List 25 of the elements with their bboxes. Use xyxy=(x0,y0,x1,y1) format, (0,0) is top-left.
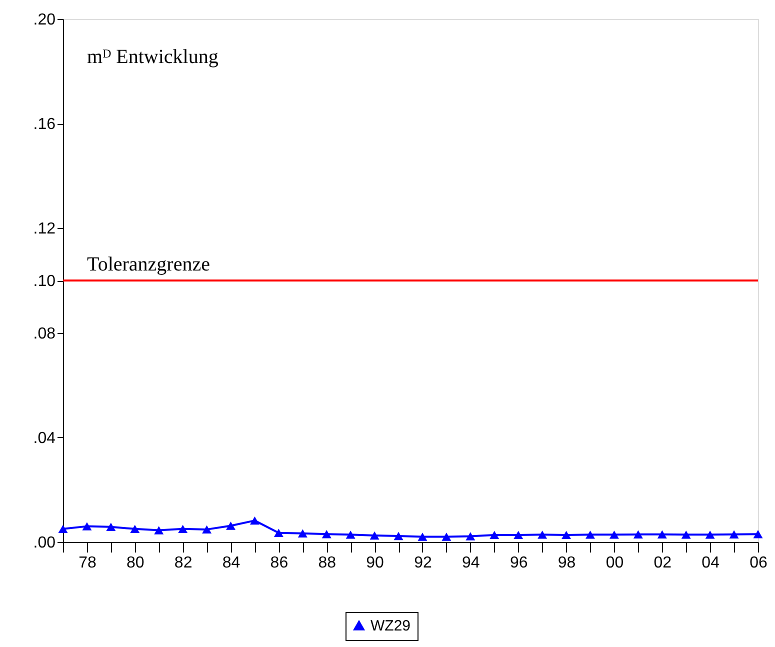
y-tick-label: .04 xyxy=(33,430,56,447)
y-tick-label: .12 xyxy=(33,220,56,238)
x-tick-label: 96 xyxy=(510,554,528,572)
x-tick-label: 02 xyxy=(654,554,672,572)
x-tick-label: 06 xyxy=(750,554,768,572)
y-tick-label: .16 xyxy=(33,116,56,134)
x-tick-label: 04 xyxy=(702,554,720,572)
x-tick-label: 84 xyxy=(222,554,240,572)
x-tick-label: 90 xyxy=(366,554,384,572)
x-tick-label: 92 xyxy=(414,554,432,572)
x-tick-label: 82 xyxy=(174,554,192,572)
legend-label: WZ29 xyxy=(370,618,411,634)
ref-line-label: Toleranzgrenze xyxy=(87,254,210,276)
y-tick-label: .08 xyxy=(33,325,56,342)
x-tick-label: 80 xyxy=(126,554,144,572)
x-tick-label: 86 xyxy=(270,554,288,572)
x-tick-label: 98 xyxy=(558,554,576,572)
y-tick-label: .00 xyxy=(33,534,56,552)
annotation: mᴰ Entwicklung xyxy=(87,46,218,68)
x-tick-label: 78 xyxy=(78,554,96,572)
x-tick-label: 88 xyxy=(318,554,336,572)
y-tick-label: .10 xyxy=(33,273,56,290)
y-tick-label: .20 xyxy=(33,12,56,28)
x-tick-label: 00 xyxy=(606,554,624,572)
x-tick-label: 94 xyxy=(462,554,480,572)
